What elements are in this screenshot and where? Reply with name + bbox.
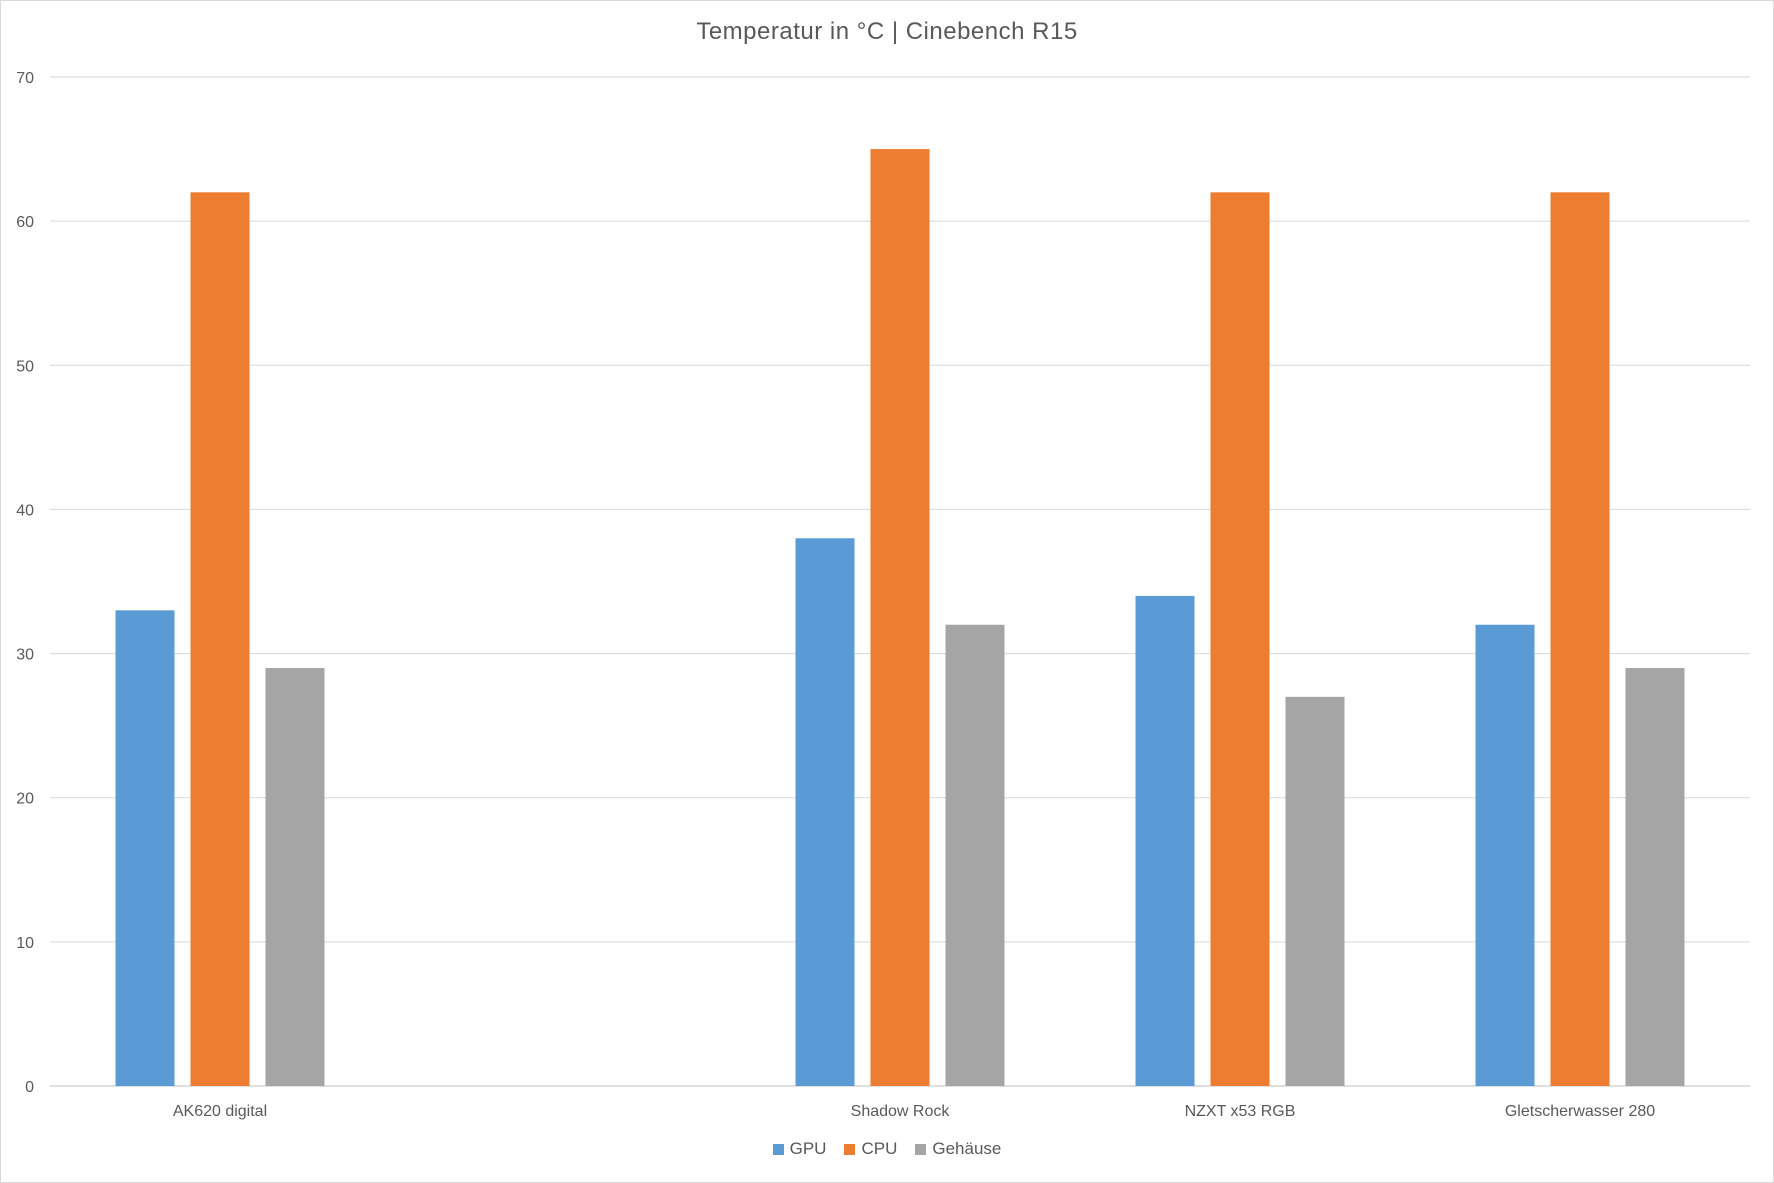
y-tick-label: 20 [16,791,34,808]
y-tick-label: 40 [16,502,34,519]
y-tick-label: 60 [16,214,34,231]
y-tick-label: 70 [16,70,34,87]
chart-title: Temperatur in °C | Cinebench R15 [696,18,1078,45]
bar-gpu [1135,595,1195,1086]
legend-item: CPU [844,1139,897,1159]
y-tick-label: 50 [16,358,34,375]
legend-label: GPU [789,1139,827,1158]
legend: GPU CPU Gehäuse [0,1139,1774,1159]
bar-cpu [870,149,930,1087]
legend-label: CPU [861,1139,898,1158]
bar-geh-use [265,667,325,1086]
y-tick-label: 30 [16,647,34,664]
x-tick-label: NZXT x53 RGB [1185,1103,1296,1120]
bar-cpu [190,192,250,1087]
y-tick-label: 0 [25,1079,34,1096]
bar-geh-use [1625,667,1685,1086]
legend-item: Gehäuse [915,1139,1001,1159]
bar-gpu [115,610,175,1086]
x-tick-label: Shadow Rock [851,1103,951,1120]
legend-swatch [915,1143,927,1155]
bar-gpu [1475,624,1535,1086]
legend-label: Gehäuse [932,1139,1002,1158]
x-tick-label: AK620 digital [173,1103,267,1120]
x-tick-label: Gletscherwasser 280 [1505,1103,1655,1120]
y-tick-label: 10 [16,935,34,952]
bar-geh-use [1285,696,1345,1086]
bar-cpu [1550,192,1610,1087]
legend-swatch [844,1143,856,1155]
legend-item: GPU [772,1139,827,1159]
bar-geh-use [945,624,1005,1086]
bar-cpu [1210,192,1270,1087]
bar-gpu [795,538,855,1086]
legend-swatch [772,1143,784,1155]
